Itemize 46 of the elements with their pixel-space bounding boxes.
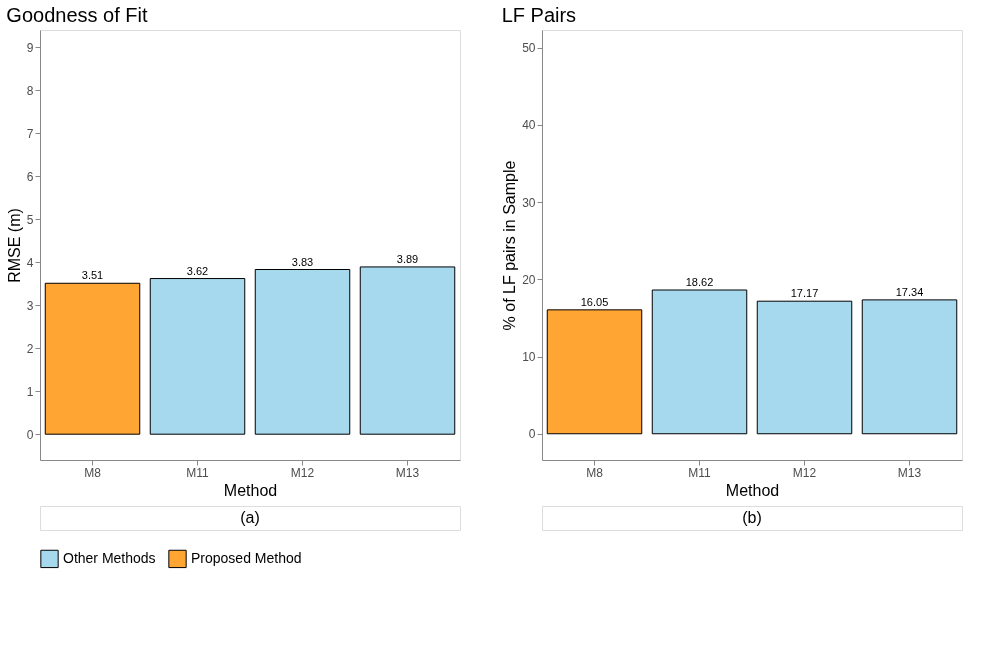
x-tick-label: M11 <box>186 465 210 480</box>
x-tick-label: M11 <box>688 465 712 480</box>
x-tick-label: M12 <box>792 465 817 480</box>
x-axis-title: Method <box>223 481 278 499</box>
data-label: 16.05 <box>580 295 609 308</box>
y-tick-label: 1 <box>26 384 34 399</box>
x-tick-label: M8 <box>84 465 102 480</box>
y-axis-title: % of LF pairs in Sample <box>501 160 519 331</box>
y-tick-label: 30 <box>522 195 536 210</box>
chart-title: Goodness of Fit <box>6 4 148 26</box>
chart-title: LF Pairs <box>501 4 577 26</box>
x-tick-label: M8 <box>586 465 604 480</box>
text: (a) <box>240 509 260 526</box>
data-label: 18.62 <box>685 276 714 289</box>
data-label: 3.62 <box>186 264 209 277</box>
bar <box>546 309 643 435</box>
y-tick-label: 9 <box>26 40 34 55</box>
data-label: 17.17 <box>790 287 819 300</box>
text: (b) <box>742 509 762 526</box>
data-label: 17.34 <box>895 285 924 298</box>
legend-label: Proposed Method <box>191 549 302 566</box>
x-tick-label: M12 <box>290 465 315 480</box>
y-tick-label: 4 <box>26 255 34 270</box>
y-tick-label: 0 <box>26 427 34 442</box>
legend-label: Other Methods <box>63 549 156 566</box>
y-tick-label: 5 <box>26 212 34 227</box>
bar <box>651 289 748 435</box>
x-axis-title: Method <box>725 481 780 499</box>
data-label: 3.83 <box>291 255 314 268</box>
y-tick-label: 50 <box>522 41 536 56</box>
bar <box>756 300 853 435</box>
y-tick-label: 3 <box>26 298 34 313</box>
y-tick-label: 2 <box>26 341 34 356</box>
y-tick-label: 40 <box>522 118 536 133</box>
y-tick-label: 8 <box>26 83 34 98</box>
y-tick-label: 10 <box>522 350 536 365</box>
y-axis-title: RMSE (m) <box>5 208 23 283</box>
y-tick-label: 0 <box>528 427 536 442</box>
y-tick-label: 7 <box>26 126 34 141</box>
y-tick-label: 6 <box>26 169 34 184</box>
data-label: 3.89 <box>396 252 419 265</box>
y-tick-label: 20 <box>522 272 536 287</box>
data-label: 3.51 <box>81 269 104 282</box>
x-tick-label: M13 <box>897 465 922 480</box>
bar <box>861 299 958 435</box>
x-tick-label: M13 <box>395 465 420 480</box>
